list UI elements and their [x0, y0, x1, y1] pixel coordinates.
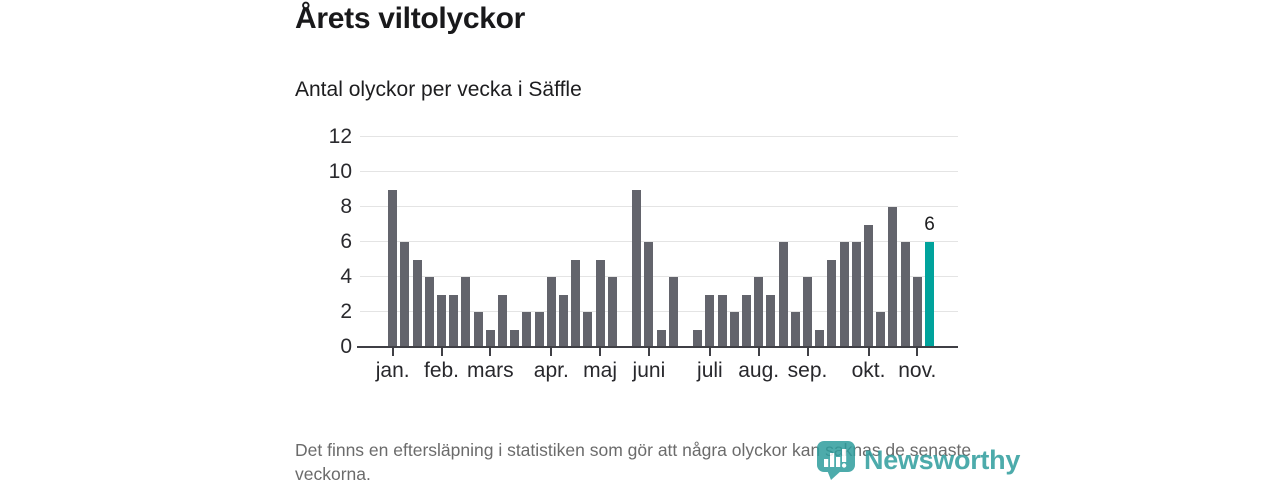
- bar: [705, 294, 715, 347]
- bar: [632, 189, 642, 347]
- x-tick-label-apr: apr.: [533, 359, 569, 382]
- bar: [400, 242, 410, 347]
- y-axis-labels: 0 2 4 6 8 10 12: [296, 126, 352, 358]
- bar: [559, 294, 568, 347]
- x-tick-label-nov: nov.: [898, 359, 937, 382]
- x-tick: [440, 348, 443, 356]
- bar: [644, 242, 654, 347]
- plot-area: 6: [357, 136, 958, 348]
- x-tick: [489, 348, 492, 356]
- bar: [498, 294, 507, 347]
- y-tick-label: 6: [340, 230, 352, 253]
- x-tick: [916, 348, 919, 356]
- x-tick-label-jan: jan.: [375, 359, 410, 382]
- x-axis: jan. feb. mars apr. maj juni juli aug. sep. okt. n…: [360, 348, 958, 393]
- bar: [839, 242, 849, 347]
- x-tick-label-maj: maj: [583, 359, 618, 382]
- y-tick-label: 8: [340, 195, 352, 218]
- bar: [754, 277, 764, 347]
- bar: [803, 277, 812, 347]
- bar: [571, 259, 581, 347]
- y-tick-label: 0: [340, 335, 352, 358]
- bar: [388, 189, 398, 347]
- bar: [912, 277, 922, 347]
- bar: [876, 312, 886, 347]
- last-value-label: 6: [924, 214, 935, 235]
- bar: [656, 329, 666, 347]
- bar: [534, 312, 544, 347]
- bar: [546, 277, 556, 347]
- bar: [412, 259, 422, 347]
- gridline: [360, 136, 958, 137]
- x-tick: [806, 348, 809, 356]
- bar: [693, 329, 703, 347]
- x-tick-label-okt: okt.: [851, 359, 886, 382]
- x-tick: [391, 348, 394, 356]
- footnote: Det finns en eftersläpning i statistiken…: [295, 440, 972, 480]
- gridline: [360, 241, 958, 242]
- newsworthy-logo-text: Newsworthy: [864, 444, 1021, 475]
- gridline: [360, 311, 958, 312]
- bar: [461, 277, 471, 347]
- bar: [766, 294, 776, 347]
- x-tick-label-feb: feb.: [423, 359, 460, 382]
- x-tick: [708, 348, 711, 356]
- bar: [510, 329, 520, 347]
- bar: [717, 294, 727, 347]
- x-tick: [867, 348, 870, 356]
- gridline: [360, 206, 958, 207]
- bar: [595, 259, 605, 347]
- y-tick-label: 2: [340, 300, 352, 323]
- x-tick: [647, 348, 650, 356]
- x-axis-line: [357, 346, 958, 348]
- bar: [583, 312, 593, 347]
- bar: [729, 312, 739, 347]
- bar: [449, 294, 459, 347]
- bar: [864, 224, 873, 347]
- x-tick-label-aug: aug.: [738, 359, 780, 382]
- bar-highlight: [925, 242, 934, 347]
- gridline: [360, 276, 958, 277]
- x-tick: [757, 348, 760, 356]
- bar: [778, 242, 788, 347]
- x-tick: [550, 348, 553, 356]
- chart-title: Årets viltolyckor: [295, 2, 525, 35]
- bar: [522, 312, 532, 347]
- newsworthy-pin-barchart-icon: [817, 441, 855, 480]
- gridline: [360, 171, 958, 172]
- bar: [888, 207, 898, 347]
- newsworthy-logo: Newsworthy: [816, 440, 1020, 480]
- x-tick-label-juli: juli: [697, 359, 723, 382]
- bar: [668, 277, 678, 347]
- y-tick-label: 4: [340, 265, 352, 288]
- bar: [473, 312, 483, 347]
- chart-subtitle: Antal olyckor per vecka i Säffle: [295, 78, 582, 101]
- bar: [607, 277, 617, 347]
- bar: [424, 277, 434, 347]
- bar: [790, 312, 800, 347]
- bar: [742, 294, 751, 347]
- bar: [485, 329, 495, 347]
- bar: [437, 294, 446, 347]
- bar: [815, 329, 825, 347]
- y-tick-label: 12: [328, 125, 352, 148]
- x-tick-label-juni: juni: [632, 359, 666, 382]
- bar: [827, 259, 837, 347]
- bar: [851, 242, 861, 347]
- x-tick-label-sep: sep.: [787, 359, 828, 382]
- x-tick-label-mars: mars: [466, 359, 514, 382]
- y-tick-label: 10: [328, 160, 352, 183]
- bar: [900, 242, 910, 347]
- x-tick: [599, 348, 602, 356]
